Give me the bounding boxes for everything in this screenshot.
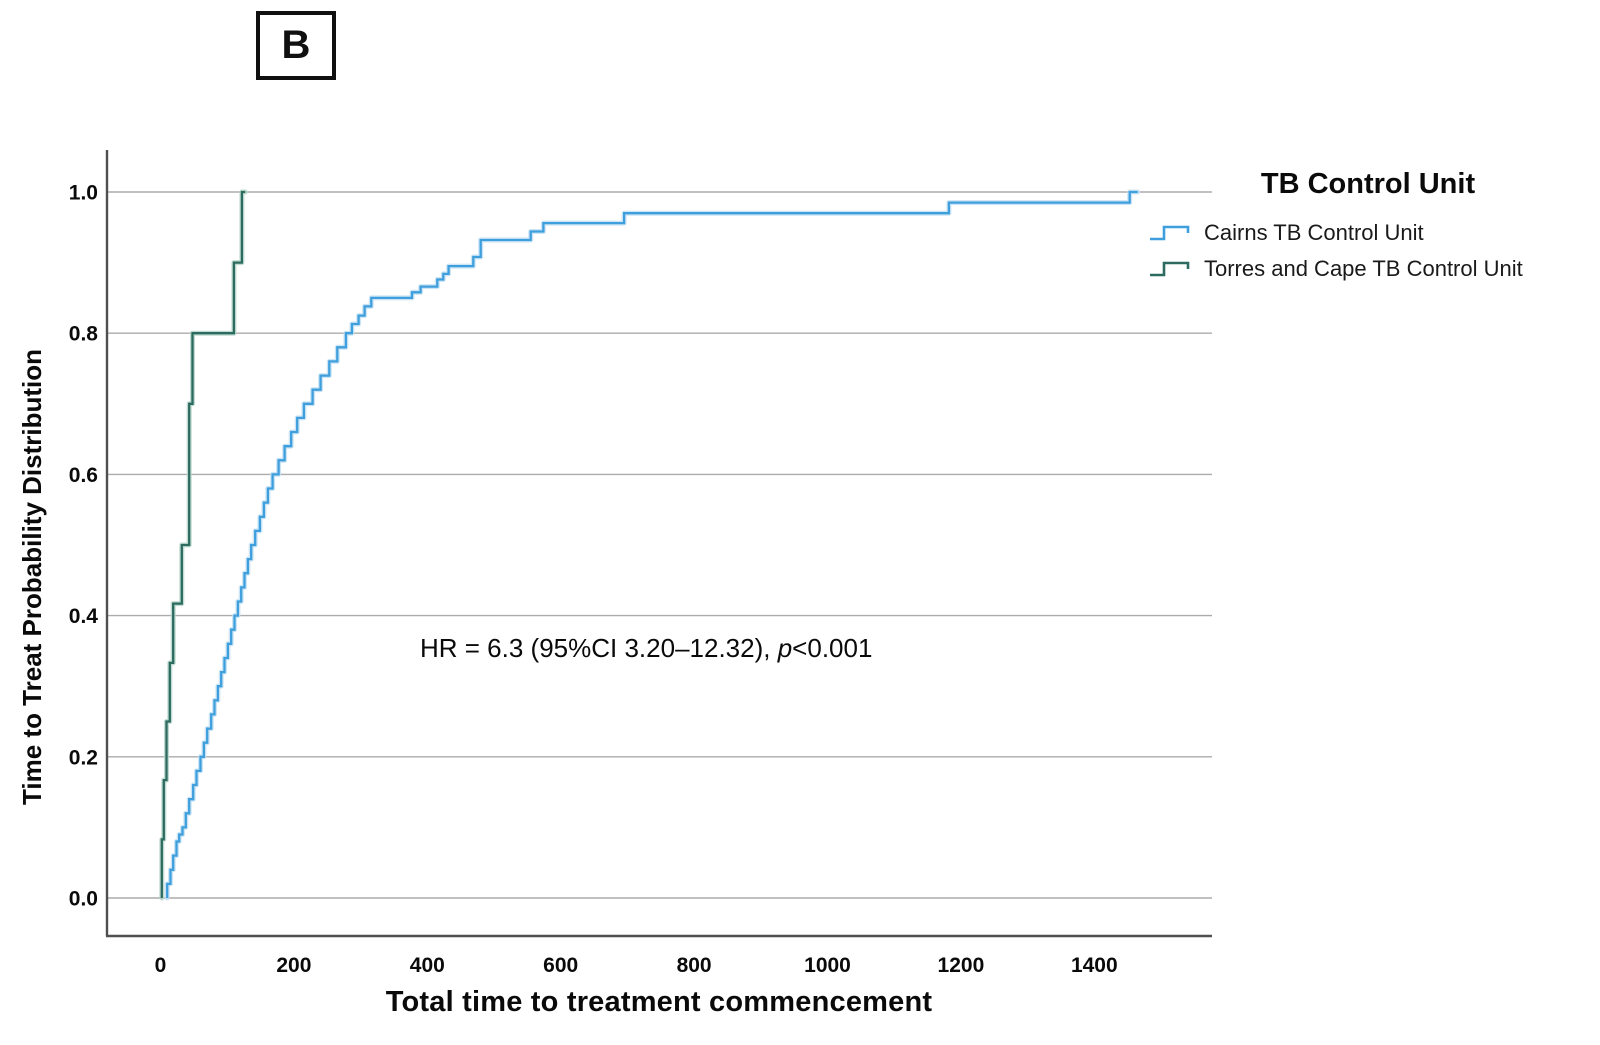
x-tick-label: 600	[543, 954, 578, 977]
step-line-icon	[1150, 225, 1190, 241]
y-tick-label: 0.0	[69, 888, 98, 911]
x-tick-label: 1400	[1071, 954, 1118, 977]
y-tick-label: 0.6	[69, 464, 98, 487]
legend-item-label: Torres and Cape TB Control Unit	[1204, 256, 1523, 281]
y-tick-label: 0.2	[69, 746, 98, 769]
x-tick-label: 1200	[938, 954, 985, 977]
y-axis-title: Time to Treat Probability Distribution	[17, 349, 47, 806]
panel-label-box: B	[256, 11, 336, 80]
series-curve-0	[166, 190, 1138, 898]
x-tick-label: 200	[276, 954, 311, 977]
annotation-p-italic: p	[777, 633, 793, 663]
x-tick-label: 0	[155, 954, 167, 977]
x-tick-label: 1000	[804, 954, 851, 977]
series-halo-0	[164, 189, 1141, 901]
hazard-ratio-annotation: HR = 6.3 (95%CI 3.20–12.32), p<0.001	[420, 633, 872, 664]
legend-item-label: Cairns TB Control Unit	[1204, 220, 1424, 245]
annotation-suffix: <0.001	[792, 633, 873, 663]
legend-items: Cairns TB Control Unit Torres and Cape T…	[1148, 215, 1588, 287]
y-tick-label: 1.0	[69, 182, 98, 205]
series-curve-1	[160, 190, 246, 898]
panel-label: B	[281, 23, 311, 67]
x-tick-label: 800	[677, 954, 712, 977]
y-tick-label: 0.8	[69, 323, 99, 346]
series-halo-1	[159, 189, 248, 901]
step-line-icon	[1150, 261, 1190, 277]
y-tick-label: 0.4	[69, 605, 99, 628]
annotation-prefix: HR = 6.3 (95%CI 3.20–12.32),	[420, 633, 778, 663]
legend-item-cairns: Cairns TB Control Unit	[1148, 215, 1588, 251]
legend-item-torres: Torres and Cape TB Control Unit	[1148, 251, 1588, 287]
legend-title: TB Control Unit	[1260, 168, 1476, 200]
x-tick-label: 400	[410, 954, 445, 977]
legend: TB Control Unit Cairns TB Control Unit T…	[1148, 168, 1588, 287]
x-axis-title: Total time to treatment commencement	[385, 986, 933, 1018]
